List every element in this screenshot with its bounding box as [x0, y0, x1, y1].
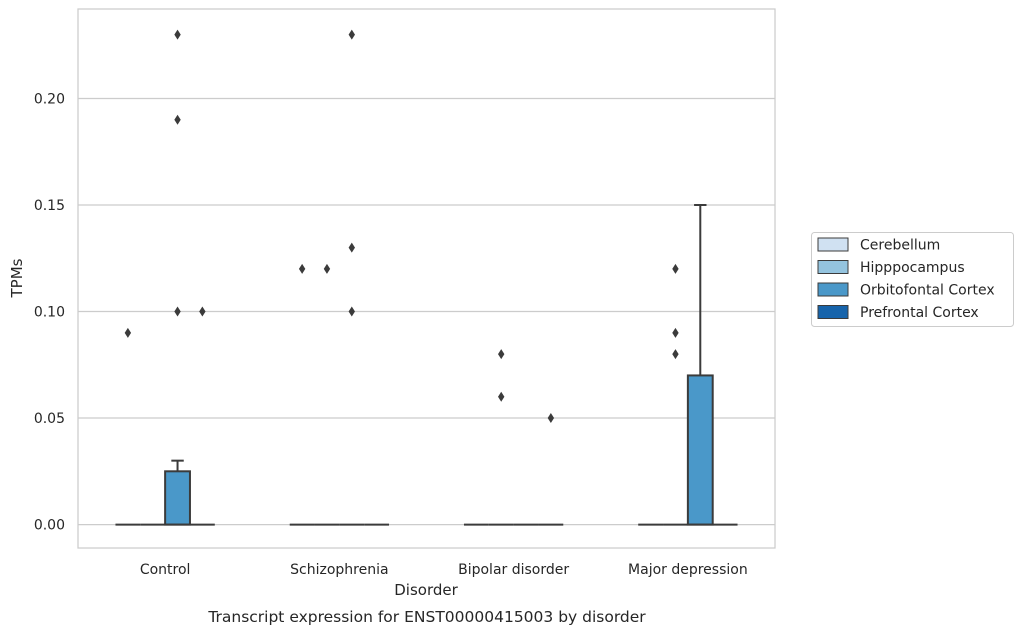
legend-swatch: [817, 260, 849, 274]
x-tick-label: Major depression: [628, 562, 748, 578]
legend-swatch: [817, 305, 849, 319]
outlier-point: [672, 327, 679, 338]
y-tick-label: 0.15: [34, 198, 65, 214]
box: [164, 470, 191, 526]
legend-label: Hipppocampus: [860, 260, 965, 276]
y-tick-label: 0.05: [34, 411, 65, 427]
outlier-point: [323, 263, 331, 274]
legend-label: Prefrontal Cortex: [860, 305, 979, 321]
y-tick-label: 0.20: [34, 91, 65, 107]
legend: Cerebellum Hipppocampus Orbitofontal Corte…: [811, 232, 1014, 327]
legend-swatch: [817, 282, 849, 297]
outlier-point: [199, 306, 206, 317]
outliers: [124, 29, 679, 424]
outlier-point: [348, 29, 355, 40]
legend-label: Orbitofontal Cortex: [860, 283, 995, 299]
chart-caption: Transcript expression for ENST0000041500…: [207, 608, 646, 626]
outlier-point: [498, 349, 505, 360]
outlier-point: [348, 306, 355, 317]
y-axis-label: TPMs: [8, 258, 26, 298]
x-tick-label: Control: [140, 562, 191, 578]
outlier-point: [672, 349, 679, 360]
outlier-point: [174, 29, 181, 40]
x-axis-label: Disorder: [394, 581, 458, 599]
x-tick-label: Bipolar disorder: [458, 562, 569, 578]
outlier-point: [298, 263, 306, 274]
boxes: [115, 204, 738, 526]
outlier-point: [547, 413, 555, 424]
outlier-point: [124, 327, 132, 338]
y-tick-label: 0.00: [34, 518, 65, 534]
y-axis-ticks: 0.00 0.05 0.10 0.15 0.20: [34, 91, 65, 533]
outlier-point: [498, 391, 505, 402]
legend-swatch: [817, 237, 849, 252]
plot-area: [77, 8, 776, 549]
outlier-point: [672, 263, 679, 274]
outlier-point: [174, 114, 181, 125]
outlier-point: [174, 306, 181, 317]
legend-label: Cerebellum: [860, 238, 940, 254]
x-tick-label: Schizophrenia: [290, 562, 388, 578]
outlier-point: [348, 242, 355, 253]
box: [686, 374, 714, 526]
x-axis-ticks: Control Schizophrenia Bipolar disorder Majo…: [140, 562, 748, 578]
y-tick-label: 0.10: [34, 305, 65, 321]
legend-frame: [811, 232, 1014, 327]
